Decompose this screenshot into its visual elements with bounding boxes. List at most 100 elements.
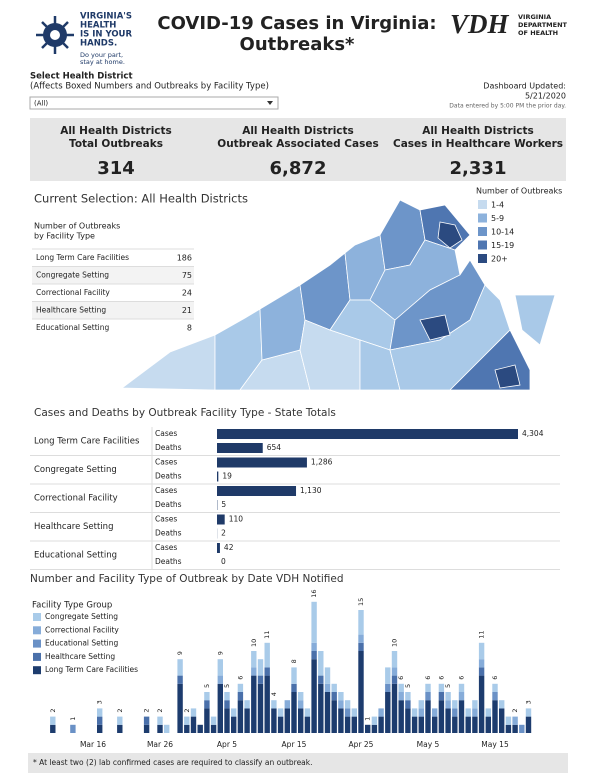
bar-segment (512, 724, 518, 733)
bar-segment (324, 683, 331, 692)
bar-segment (217, 675, 223, 684)
dropdown-value[interactable]: (All) (34, 100, 48, 108)
category-label: Long Term Care Facilities (34, 437, 140, 447)
bar-segment (378, 708, 384, 717)
bar-segment (425, 700, 431, 733)
total-label: 2 (183, 708, 191, 712)
series-label: Cases (155, 486, 177, 495)
bar-segment (291, 692, 297, 733)
bar-segment (338, 700, 344, 709)
bar-segment (358, 651, 364, 733)
series-label: Deaths (155, 500, 182, 509)
legend-swatch (478, 240, 487, 250)
bar-segment (324, 667, 331, 684)
logo-text: VIRGINIA'S (80, 12, 132, 22)
outbreak-date-chart: Congregate Setting Correctional Facility E… (33, 590, 533, 749)
bar-segment (458, 683, 465, 692)
bar-segment (231, 708, 237, 717)
total-label: 4 (270, 692, 278, 696)
total-label: 2 (116, 708, 124, 712)
bar-segment (284, 700, 290, 709)
bar-segment (385, 692, 391, 733)
bar-segment (391, 667, 398, 676)
value-label: 0 (221, 557, 226, 566)
logo-text: HEALTH (80, 21, 116, 31)
total-label: 5 (404, 684, 412, 688)
bar-segment (324, 692, 331, 733)
bar-segment (411, 716, 418, 733)
bar-segment (438, 692, 445, 701)
total-label: 8 (290, 659, 298, 663)
bar-segment (472, 708, 478, 717)
bar-segment (311, 651, 317, 660)
bar-segment (277, 708, 284, 717)
bar-segment (217, 683, 223, 733)
bar-segment (331, 700, 337, 733)
logo-icon-center (50, 30, 60, 40)
map-legend: 1-4 5-9 10-14 15-19 20+ (478, 200, 514, 264)
total-label: 16 (310, 590, 318, 598)
kpi-value: 2,331 (450, 158, 507, 179)
series-label: Cases (155, 458, 177, 467)
bar-segment (472, 716, 478, 733)
agency-name: VIRGINIA (518, 13, 551, 21)
legend-swatch (478, 200, 487, 209)
map-title: Current Selection: All Health Districts (34, 192, 248, 206)
bar-segment (251, 667, 257, 676)
bar (217, 471, 219, 482)
total-label: 2 (49, 708, 57, 712)
agency-name: DEPARTMENT (518, 21, 568, 29)
bar-segment (298, 700, 304, 709)
bar-segment (358, 610, 364, 635)
bar-segment (438, 683, 445, 692)
kpi-value: 6,872 (270, 158, 327, 179)
total-label: 6 (397, 676, 405, 680)
bar-segment (438, 700, 445, 733)
bar-segment (177, 675, 183, 684)
bar (217, 429, 518, 439)
bar-segment (204, 692, 210, 701)
bar-segment (217, 659, 223, 676)
bar-segment (331, 683, 337, 692)
dropdown-box[interactable] (29, 96, 279, 110)
dropdown-arrow[interactable] (267, 101, 273, 105)
bar-segment (478, 667, 485, 676)
total-label: 1 (364, 717, 372, 721)
logo: VIRGINIA'S HEALTH IS IN YOUR HANDS. Do y… (36, 12, 132, 66)
district-dropdown[interactable]: (All) (29, 96, 279, 110)
bar-segment (184, 716, 190, 725)
bar-segment (472, 700, 478, 709)
bar-segment (237, 700, 244, 733)
value-label: 2 (221, 529, 226, 538)
bar-segment (304, 716, 311, 733)
bar-segment (452, 700, 458, 709)
kpi-label: Total Outbreaks (69, 138, 163, 150)
bar-segment (418, 708, 424, 717)
district (419, 314, 451, 341)
series-label: Cases (155, 543, 177, 552)
chart-title: Cases and Deaths by Outbreak Facility Ty… (34, 407, 336, 419)
bar-segment (318, 675, 324, 684)
bar-segment (251, 675, 257, 733)
table-cell: 24 (182, 289, 192, 298)
bar-segment (405, 708, 411, 733)
bar-segment (244, 700, 250, 709)
footnote: * At least two (2) lab confirmed cases a… (33, 758, 313, 767)
bar-segment (231, 716, 237, 733)
bar-segment (344, 716, 351, 733)
map-legend-title: Number of Outbreaks (476, 187, 562, 196)
bar-segment (418, 716, 424, 733)
bar-segment (318, 651, 324, 676)
bar-segment (458, 700, 465, 733)
bar-segment (298, 708, 304, 733)
bar-segment (97, 716, 103, 725)
bar-segment (177, 683, 183, 733)
legend-label: Long Term Care Facilities (45, 665, 138, 674)
chart-title: Number and Facility Type of Outbreak by … (30, 573, 344, 585)
legend-title: Facility Type Group (32, 601, 112, 611)
bar-segment (264, 667, 270, 676)
cases-deaths-chart: Long Term Care Facilities Cases 4,304 Death… (30, 427, 560, 570)
district (514, 294, 556, 346)
total-label: 10 (250, 639, 258, 647)
